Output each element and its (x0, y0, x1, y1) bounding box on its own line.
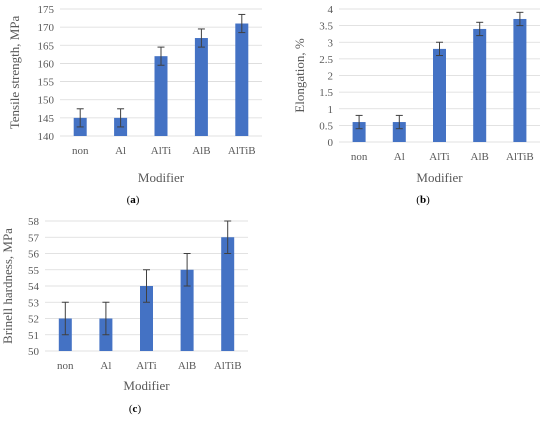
chart-a-x-tick-label: AlTiB (228, 145, 256, 157)
chart-b-bar-alb (473, 28, 487, 143)
chart-c-y-tick-label: 57 (28, 232, 40, 244)
chart-b-y-tick-label: 2.5 (319, 54, 333, 66)
chart-b-x-tick-label: AlTiB (506, 151, 534, 163)
chart-c-y-tick-label: 52 (28, 314, 39, 326)
chart-b-y-tick-label: 3.5 (319, 21, 333, 33)
chart-a-x-axis-title: Modifier (138, 170, 185, 185)
chart-a-y-tick-label: 165 (38, 40, 55, 52)
chart-a-y-tick-label: 140 (38, 131, 55, 143)
chart-c-y-tick-label: 58 (28, 216, 40, 228)
chart-b-y-tick-label: 4 (328, 4, 334, 16)
chart-c-y-tick-label: 55 (28, 265, 40, 277)
chart-a-y-axis-title: Tensile strength, MPa (7, 15, 22, 129)
chart-a-y-tick-label: 150 (38, 95, 55, 107)
chart-c-y-axis-title: Brinell hardness, MPa (0, 228, 15, 344)
chart-a-bar-alb (194, 38, 208, 136)
chart-b-x-tick-label: non (351, 151, 368, 163)
chart-c-x-tick-label: AlB (178, 360, 196, 372)
chart-b-bar-alti (433, 48, 446, 142)
chart-b-y-tick-label: 2 (328, 71, 334, 83)
chart-b-panel-label: (b) (416, 194, 430, 206)
chart-c-y-tick-label: 50 (28, 346, 40, 358)
chart-a-bar-alti (154, 56, 168, 136)
chart-c-panel-label: (c) (129, 403, 142, 415)
chart-a-y-tick-label: 170 (38, 22, 55, 34)
chart-c-y-tick-label: 56 (28, 249, 40, 261)
chart-b-y-tick-label: 0 (328, 137, 334, 149)
chart-a-x-tick-label: AlTi (151, 145, 171, 157)
chart-b-y-axis-title: Elongation, % (292, 38, 307, 113)
chart-b-y-tick-label: 1.5 (319, 87, 333, 99)
chart-a-y-tick-label: 160 (38, 58, 55, 70)
chart-c-x-tick-label: Al (100, 360, 111, 372)
chart-c-y-tick-label: 54 (28, 281, 40, 293)
chart-a-x-tick-label: Al (115, 145, 126, 157)
chart-b-x-tick-label: Al (394, 151, 405, 163)
chart-b-bar-al (392, 122, 406, 142)
chart-a-y-tick-label: 145 (38, 113, 55, 125)
chart-b-y-tick-label: 1 (328, 104, 334, 116)
chart-a-x-tick-label: AlB (192, 145, 210, 157)
chart-c-x-axis-title: Modifier (123, 378, 170, 393)
chart-b-bar-non (352, 122, 366, 142)
chart-c-bar-altib (221, 237, 235, 351)
chart-c-x-tick-label: non (57, 360, 74, 372)
chart-b-x-axis-title: Modifier (416, 170, 463, 185)
chart-b-y-tick-label: 3 (328, 37, 334, 49)
chart-a-bar-altib (235, 23, 249, 137)
chart-b-x-tick-label: AlTi (429, 151, 449, 163)
chart-c-y-tick-label: 51 (28, 330, 39, 342)
chart-b-bar-altib (513, 18, 527, 143)
chart-a-panel-label: (a) (127, 194, 140, 206)
chart-c-y-tick-label: 53 (28, 297, 40, 309)
chart-c-x-tick-label: AlTiB (214, 360, 242, 372)
chart-c-x-tick-label: AlTi (136, 360, 156, 372)
chart-c-bar-alb (180, 269, 194, 351)
chart-b-x-tick-label: AlB (471, 151, 489, 163)
chart-a-y-tick-label: 155 (38, 77, 55, 89)
chart-b-y-tick-label: 0.5 (319, 120, 333, 132)
chart-a-x-tick-label: non (72, 145, 89, 157)
chart-a-y-tick-label: 175 (38, 4, 55, 16)
